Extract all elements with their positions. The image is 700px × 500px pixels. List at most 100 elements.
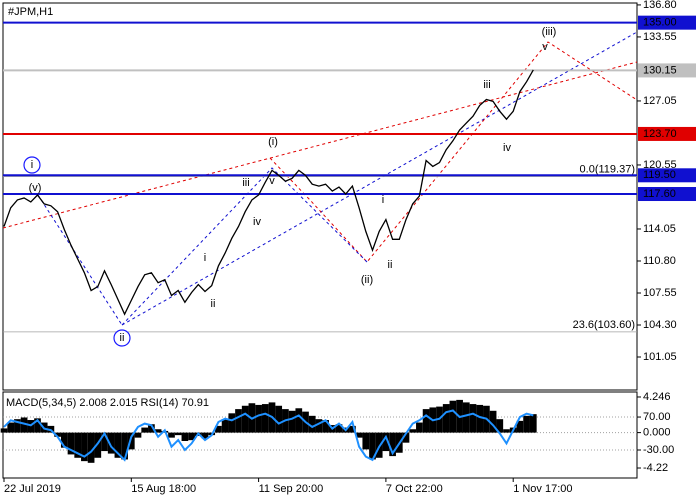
wave-label: (v) (29, 182, 42, 194)
macd-bar (322, 420, 329, 433)
macd-bar (127, 432, 135, 450)
macd-bar (409, 429, 417, 433)
macd-bar (0, 428, 8, 433)
macd-bar (255, 404, 262, 433)
x-tick-label: 15 Aug 18:00 (131, 483, 196, 495)
macd-bar (101, 432, 108, 452)
level-label: 135.00 (643, 17, 677, 29)
y-tick-label: 120.55 (643, 159, 677, 171)
macd-bar (389, 432, 396, 457)
macd-bar (335, 424, 343, 433)
wave-label: (ii) (361, 274, 373, 286)
macd-bar (362, 432, 370, 450)
wave-circle (23, 156, 41, 174)
y-tick-label: 107.55 (643, 287, 677, 299)
macd-bar (114, 432, 122, 458)
macd-bar (422, 409, 430, 433)
macd-bar (148, 424, 155, 433)
y-tick-label: 101.05 (643, 351, 677, 363)
level-label: 130.15 (643, 64, 677, 76)
y-tick-label: 127.05 (643, 95, 677, 107)
indicator-title: MACD(5,34,5) 2.008 2.015 RSI(14) 70.91 (6, 397, 209, 409)
fib-label: 0.0(119.37) (580, 163, 635, 175)
macd-bar (529, 414, 537, 433)
macd-bar (60, 432, 68, 448)
macd-bar (402, 432, 410, 443)
y-tick-label: 136.80 (643, 0, 677, 11)
wave-label: iii (483, 79, 490, 91)
macd-bar (201, 432, 209, 439)
macd-bar (94, 432, 102, 458)
macd-bar (442, 404, 450, 433)
macd-bar (54, 432, 61, 437)
wave-label: v (269, 175, 275, 187)
price-line (3, 69, 534, 316)
macd-bar (523, 415, 530, 433)
chart-title: #JPM,H1 (8, 6, 53, 18)
level-box (638, 168, 696, 183)
wave-label: iii (242, 177, 249, 189)
x-tick-label: 22 Jul 2019 (4, 483, 61, 495)
macd-bar (154, 429, 162, 433)
level-box (638, 15, 696, 30)
macd-bar (81, 432, 88, 462)
main-frame (2, 2, 638, 391)
macd-bar (107, 432, 115, 454)
x-tick-label: 7 Oct 22:00 (386, 483, 443, 495)
y-tick-label: 0.000 (643, 427, 671, 439)
y-tick-label: 4.246 (643, 391, 671, 403)
macd-bar (174, 432, 182, 436)
wave-circle (113, 329, 131, 347)
wave-label: i (31, 159, 33, 171)
y-tick-label: 104.30 (643, 319, 677, 331)
macd-bar (275, 405, 283, 433)
macd-bar (476, 404, 484, 433)
macd-bar (181, 432, 189, 441)
wave-label: ii (211, 298, 216, 310)
macd-bar (355, 432, 363, 438)
macd-bar (74, 432, 82, 458)
macd-bar (168, 432, 175, 438)
indicator-frame (2, 391, 638, 479)
wave-label: iv (253, 216, 261, 228)
macd-bar (288, 410, 296, 433)
wave-label: i (382, 194, 384, 206)
rsi-line (3, 409, 534, 462)
level-box (638, 187, 696, 202)
macd-bar (489, 410, 497, 433)
wave-label: iv (503, 142, 511, 154)
trend-line (2, 61, 638, 229)
y-tick-label: -4.22 (643, 462, 668, 474)
macd-bar (315, 419, 323, 433)
macd-bar (416, 422, 423, 433)
level-label: 117.60 (643, 188, 676, 200)
level-label: 123.70 (643, 128, 677, 140)
macd-bar (34, 418, 41, 433)
wave-lines (2, 31, 638, 326)
y-tick-label: 133.55 (643, 31, 677, 43)
wave-label: ii (120, 332, 125, 344)
y-tick-label: 114.05 (643, 223, 676, 235)
macd-bar (496, 419, 504, 433)
macd-bar (295, 408, 303, 433)
macd-bar (516, 420, 524, 433)
macd-bar (462, 402, 470, 433)
level-box (638, 63, 696, 78)
macd-bar (14, 419, 21, 433)
macd-bar (141, 427, 149, 433)
macd-bar (369, 432, 376, 460)
fib-label: 23.6(103.60) (573, 319, 635, 331)
x-tick-label: 11 Sep 20:00 (259, 483, 324, 495)
macd-bar (87, 432, 95, 463)
wave-label: i (204, 252, 206, 264)
macd-bar (308, 415, 316, 433)
level-label: 119.50 (643, 169, 676, 181)
macd-bar (235, 409, 242, 433)
y-tick-label: -30.00 (643, 444, 674, 456)
macd-bar (221, 419, 229, 433)
x-tick-label: 1 Nov 17:00 (513, 483, 572, 495)
wave-label: ii (388, 259, 393, 271)
wave-label: (iii) (542, 26, 557, 38)
level-box (638, 126, 696, 141)
